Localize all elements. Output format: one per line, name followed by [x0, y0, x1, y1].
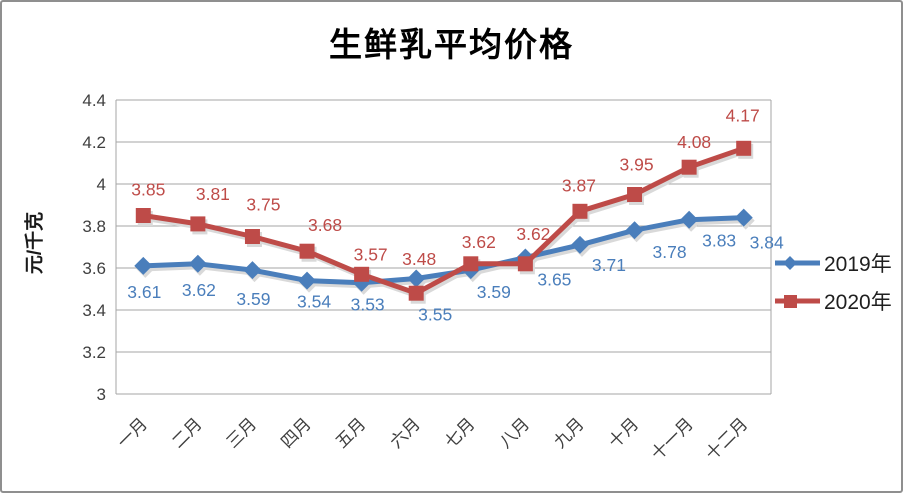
svg-text:三月: 三月: [223, 414, 260, 451]
svg-text:3.83: 3.83: [702, 231, 736, 251]
series-2020年: [135, 140, 752, 301]
svg-text:3.59: 3.59: [236, 289, 270, 309]
svg-text:3.95: 3.95: [620, 155, 654, 175]
svg-text:3.48: 3.48: [402, 249, 436, 269]
svg-text:3.87: 3.87: [562, 175, 596, 195]
svg-text:3.84: 3.84: [750, 233, 784, 253]
svg-text:3.62: 3.62: [516, 224, 550, 244]
svg-text:4: 4: [97, 175, 106, 194]
svg-text:六月: 六月: [387, 414, 424, 451]
line-square-icon: [775, 295, 820, 308]
data-labels-2019年: 3.61 3.62 3.59 3.54 3.53 3.55 3.59 3.65 3.71 3.78…: [127, 231, 784, 325]
legend-item-2019[interactable]: 2019年: [774, 250, 892, 276]
legend-label-2020: 2020年: [824, 291, 892, 314]
svg-text:3.65: 3.65: [537, 270, 571, 290]
svg-text:二月: 二月: [168, 414, 205, 451]
svg-text:3.59: 3.59: [477, 282, 511, 302]
svg-text:十一月: 十一月: [647, 414, 696, 463]
svg-text:四月: 四月: [277, 414, 314, 451]
svg-text:3.2: 3.2: [82, 343, 106, 362]
svg-text:3.54: 3.54: [297, 292, 331, 312]
svg-text:一月: 一月: [114, 414, 151, 451]
svg-text:3.55: 3.55: [418, 305, 452, 325]
svg-text:3.75: 3.75: [246, 195, 280, 215]
chart-title: 生鲜乳平均价格: [329, 28, 574, 64]
x-axis-tick-labels: 一月 二月 三月 四月 五月 六月 七月 八月 九月 十月 十一月 十二月: [114, 414, 752, 463]
svg-text:3.68: 3.68: [308, 215, 342, 235]
svg-text:3.81: 3.81: [196, 184, 230, 204]
gridlines: [115, 99, 772, 395]
svg-text:七月: 七月: [441, 414, 478, 451]
svg-text:3.61: 3.61: [127, 282, 161, 302]
svg-text:3: 3: [97, 385, 106, 404]
svg-text:3.71: 3.71: [592, 255, 626, 275]
svg-text:3.4: 3.4: [82, 301, 106, 320]
svg-text:3.85: 3.85: [131, 180, 165, 200]
svg-text:3.62: 3.62: [462, 232, 496, 252]
svg-text:五月: 五月: [332, 414, 369, 451]
svg-text:八月: 八月: [496, 414, 533, 451]
svg-text:3.57: 3.57: [354, 244, 388, 264]
svg-text:4.17: 4.17: [726, 105, 760, 125]
svg-text:3.53: 3.53: [351, 295, 385, 315]
svg-text:3.6: 3.6: [82, 259, 106, 278]
svg-text:3.8: 3.8: [82, 217, 106, 236]
legend-item-2020[interactable]: 2020年: [774, 288, 892, 314]
svg-text:十月: 十月: [605, 414, 642, 451]
series-2019年: [134, 208, 753, 292]
svg-text:4.4: 4.4: [82, 91, 106, 110]
legend: 2019年 2020年: [774, 250, 892, 326]
svg-text:4.2: 4.2: [82, 133, 106, 152]
data-labels-2020年: 3.85 3.81 3.75 3.68 3.57 3.48 3.62 3.62 3.87 3.95…: [131, 105, 759, 269]
line-diamond-icon: [775, 256, 820, 270]
y-axis-tick-labels: 3 3.2 3.4 3.6 3.8 4 4.2 4.4: [82, 91, 106, 404]
svg-text:3.78: 3.78: [653, 242, 687, 262]
svg-text:3.62: 3.62: [182, 280, 216, 300]
svg-text:十二月: 十二月: [702, 414, 751, 463]
legend-label-2019: 2019年: [824, 253, 892, 276]
svg-text:4.08: 4.08: [677, 132, 711, 152]
svg-text:九月: 九月: [550, 414, 587, 451]
